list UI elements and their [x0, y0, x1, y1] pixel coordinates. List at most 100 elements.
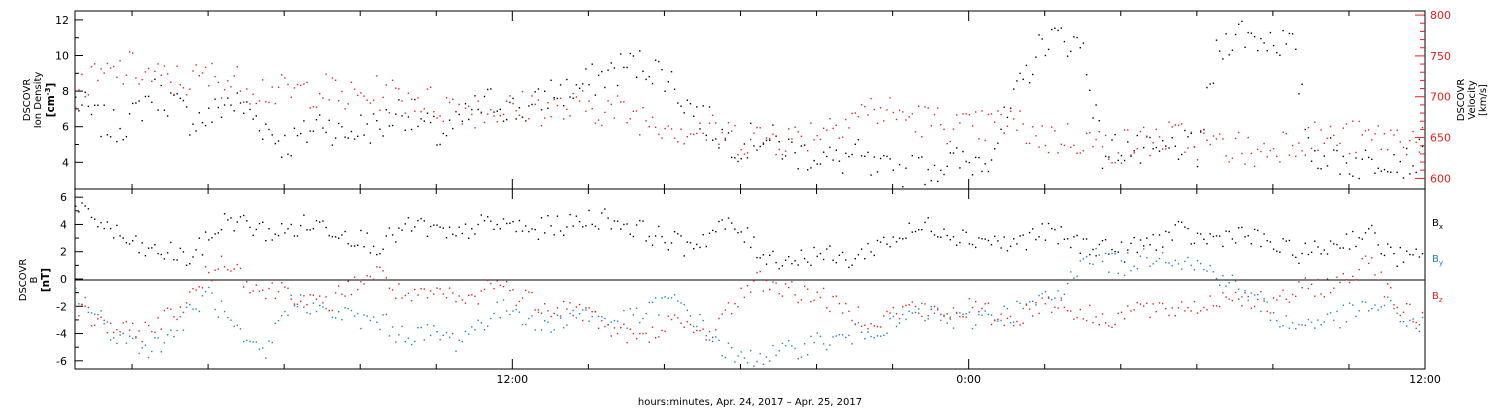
data-point — [1212, 271, 1215, 273]
data-point — [357, 288, 359, 291]
data-point — [1374, 172, 1376, 174]
data-point — [981, 238, 983, 240]
data-point — [547, 321, 549, 323]
data-point — [353, 88, 356, 90]
data-point — [677, 317, 679, 319]
data-point — [144, 344, 147, 346]
data-point — [1104, 252, 1107, 255]
data-point — [1177, 307, 1180, 309]
data-point — [946, 313, 948, 315]
data-point — [1111, 326, 1113, 328]
data-point — [217, 268, 219, 270]
data-point — [712, 139, 714, 141]
data-point — [1272, 44, 1275, 47]
data-point — [769, 137, 771, 140]
data-point — [683, 303, 685, 306]
data-point — [116, 342, 118, 345]
data-point — [1108, 325, 1110, 327]
data-point — [1006, 116, 1009, 119]
data-point — [1339, 327, 1341, 329]
data-point — [1399, 160, 1401, 163]
data-point — [572, 314, 574, 317]
data-point — [417, 97, 419, 99]
data-point — [756, 271, 758, 274]
svg-text:DSCOVR: DSCOVR — [22, 79, 33, 122]
data-point — [1263, 300, 1265, 302]
data-point — [1269, 149, 1272, 152]
data-point — [1139, 130, 1142, 133]
data-point — [632, 110, 635, 112]
data-point — [217, 232, 219, 234]
data-point — [952, 327, 955, 329]
data-point — [724, 356, 726, 359]
data-point — [626, 66, 628, 69]
data-point — [284, 134, 286, 137]
data-point — [594, 310, 597, 313]
data-point — [113, 109, 115, 111]
data-point — [841, 251, 844, 254]
data-point — [515, 308, 517, 311]
data-point — [956, 147, 958, 149]
data-point — [360, 281, 362, 283]
data-point — [106, 134, 109, 136]
data-point — [1158, 257, 1161, 260]
data-point — [84, 305, 86, 307]
data-point — [727, 132, 730, 134]
data-point — [182, 87, 185, 89]
data-point — [623, 101, 625, 103]
data-point — [835, 261, 837, 264]
data-point — [661, 329, 663, 332]
data-point — [1190, 310, 1192, 312]
data-point — [610, 321, 612, 323]
data-point — [1399, 314, 1401, 317]
data-point — [119, 60, 121, 62]
data-point — [223, 310, 226, 313]
data-point — [712, 114, 714, 116]
data-point — [635, 307, 638, 310]
data-point — [312, 294, 315, 296]
data-point — [902, 306, 904, 308]
data-point — [743, 241, 746, 243]
data-point — [502, 120, 505, 122]
data-point — [363, 246, 365, 248]
data-point — [715, 122, 717, 124]
data-point — [426, 112, 429, 114]
data-point — [642, 107, 644, 109]
legend: Bx By Bz — [1432, 218, 1443, 304]
data-point — [1203, 132, 1205, 134]
data-point — [997, 240, 999, 242]
data-point — [1047, 151, 1050, 154]
data-point — [1257, 293, 1259, 296]
data-point — [274, 233, 276, 235]
data-point — [1355, 245, 1357, 248]
data-point — [746, 157, 749, 159]
data-point — [312, 106, 315, 108]
data-point — [569, 302, 571, 304]
data-point — [1044, 303, 1047, 305]
data-point — [103, 319, 105, 322]
data-point — [1032, 315, 1034, 317]
data-point — [1143, 248, 1145, 250]
data-point — [1133, 265, 1135, 268]
data-point — [464, 103, 467, 105]
data-point — [1117, 251, 1119, 253]
data-point — [994, 148, 996, 150]
data-point — [1358, 120, 1360, 123]
data-point — [740, 158, 742, 160]
data-point — [613, 117, 616, 119]
data-point — [1165, 308, 1167, 310]
data-point — [654, 337, 657, 339]
data-point — [518, 311, 521, 313]
data-point — [1032, 126, 1034, 128]
data-point — [1089, 304, 1091, 307]
data-point — [249, 108, 251, 111]
data-point — [185, 306, 188, 309]
data-point — [518, 107, 521, 109]
data-point — [1196, 232, 1199, 234]
data-point — [344, 307, 346, 309]
data-point — [325, 73, 327, 75]
data-point — [1406, 153, 1408, 156]
data-point — [724, 139, 726, 141]
data-point — [166, 115, 169, 117]
data-point — [1181, 301, 1183, 303]
